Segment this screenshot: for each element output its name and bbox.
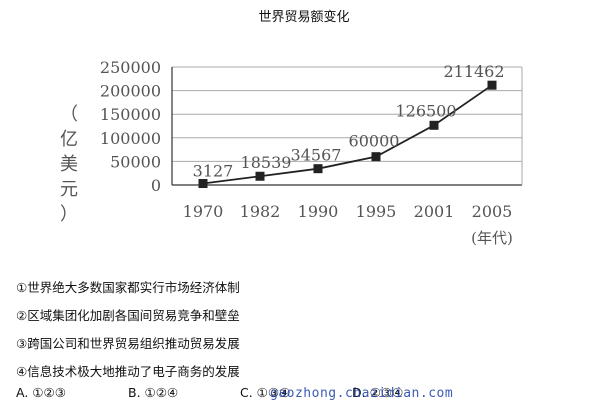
data-point — [255, 171, 265, 181]
data-label: 211462 — [443, 62, 504, 81]
y-tick-label: 50000 — [110, 152, 161, 171]
data-label: 126500 — [395, 101, 456, 120]
data-point — [371, 152, 381, 162]
data-point — [313, 164, 323, 174]
data-label: 3127 — [193, 162, 234, 181]
y-label-char: 美 — [60, 154, 78, 175]
choice-d[interactable]: D. ②③④ — [352, 385, 404, 400]
x-tick-label: 2005 — [472, 202, 513, 221]
series-line — [202, 84, 493, 185]
x-tick-label: 1995 — [356, 202, 397, 221]
y-label-char: 元 — [60, 179, 78, 200]
choice-a[interactable]: A. ①②③ — [16, 385, 66, 400]
data-label: 34567 — [291, 146, 342, 165]
y-tick-label: 0 — [151, 176, 161, 195]
statement-1: ①世界绝大多数国家都实行市场经济体制 — [16, 280, 240, 295]
chart-title: 世界贸易额变化 — [258, 10, 350, 25]
y-tick-label: 150000 — [100, 105, 161, 124]
statement-list: ①世界绝大多数国家都实行市场经济体制 ②区域集团化加剧各国间贸易竞争和壁垒 ③跨… — [16, 274, 240, 386]
statement-4: ④信息技术极大地推动了电子商务的发展 — [16, 364, 240, 379]
x-tick-label: 2001 — [414, 202, 455, 221]
x-tick-label: 1982 — [240, 202, 281, 221]
y-tick-label: 100000 — [100, 129, 161, 148]
y-label-char: ） — [60, 204, 78, 225]
y-tick-label: 200000 — [100, 82, 161, 101]
choice-b[interactable]: B. ①②④ — [128, 385, 179, 400]
statement-3: ③跨国公司和世界贸易组织推动贸易发展 — [16, 336, 240, 351]
data-label: 60000 — [349, 132, 400, 151]
data-point — [487, 80, 497, 90]
y-tick-label: 250000 — [100, 58, 161, 77]
y-axis-label: （ 亿 美 元 ） — [58, 102, 80, 227]
statement-2: ②区域集团化加剧各国间贸易竞争和壁垒 — [16, 308, 240, 323]
y-label-char: （ — [60, 104, 78, 125]
watermark: gaozhong.chazidian.com — [270, 386, 454, 401]
y-label-char: 亿 — [60, 129, 78, 150]
choice-c[interactable]: C. ①③④ — [240, 385, 291, 400]
x-tick-label: 1970 — [183, 202, 224, 221]
x-tick-label: 1990 — [298, 202, 339, 221]
data-point — [429, 120, 439, 130]
x-axis-label: (年代) — [471, 229, 513, 247]
line-chart: 0 50000 100000 150000 200000 250000 1970 1982 19… — [100, 58, 523, 247]
data-label: 18539 — [241, 153, 292, 172]
data-point — [198, 179, 208, 189]
